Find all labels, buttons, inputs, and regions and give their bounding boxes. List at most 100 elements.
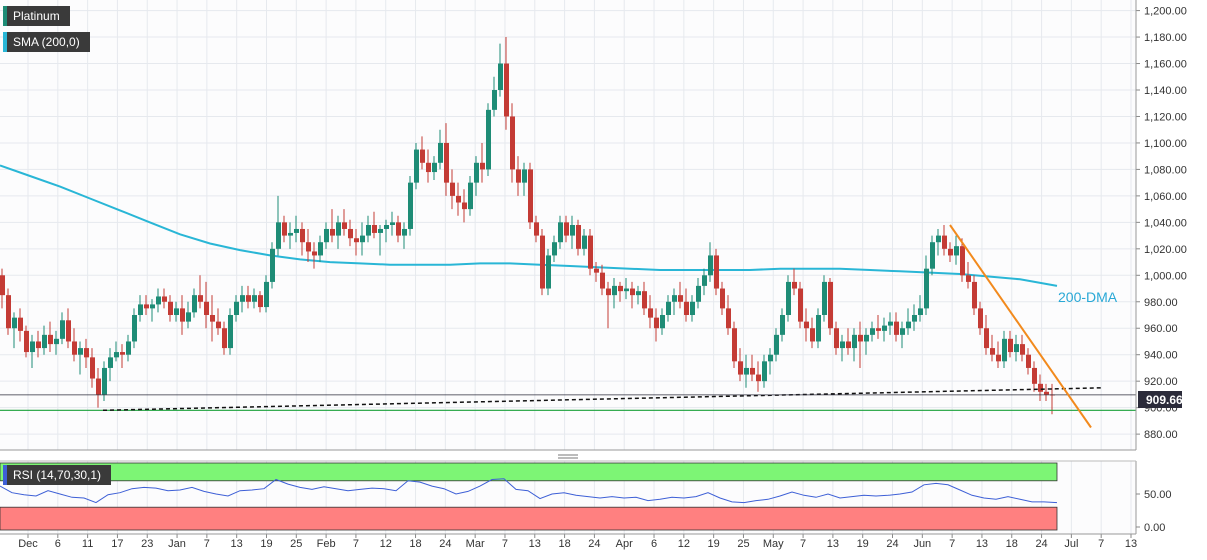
candle-body-19 [114,352,119,358]
candle-100 [600,264,605,296]
candle-0 [0,268,5,309]
candle-131 [786,275,791,322]
xtick-label-22: 12 [678,538,690,550]
candle-71 [426,149,431,183]
candle-body-61 [366,225,371,236]
legend-sma[interactable]: SMA (200,0) [3,32,90,52]
current-price-label: 909.66 [1138,391,1183,408]
candle-body-145 [870,328,875,335]
candle-86 [516,156,521,196]
candle-body-41 [246,295,251,302]
candle-9 [54,330,59,355]
trend-lines [0,224,1136,429]
candle-138 [828,277,833,335]
candle-65 [390,211,395,236]
candle-155 [930,235,935,276]
candle-101 [606,281,611,329]
xtick-label-28: 19 [857,538,869,550]
candle-31 [186,301,191,329]
candle-body-40 [240,295,245,302]
candle-body-47 [282,222,287,236]
candle-60 [360,222,365,256]
rsi-overbought-zone [0,462,1058,482]
candle-body-157 [942,235,947,249]
xtick-label-20: Apr [616,538,633,550]
xtick-label-4: 23 [141,538,153,550]
candle-55 [330,209,335,243]
candle-body-75 [450,182,455,196]
candle-174 [1044,383,1049,402]
candle-39 [234,295,239,322]
legend-instrument[interactable]: Platinum [3,6,70,26]
candle-body-77 [462,202,467,210]
candle-body-92 [552,242,557,256]
ytick-label-14: 1,160.00 [1144,59,1187,71]
candle-body-34 [204,301,209,315]
candle-body-88 [528,169,533,223]
candle-body-42 [252,295,257,302]
candle-body-165 [990,348,995,355]
xtick-label-0: Dec [18,538,38,550]
candle-15 [90,348,95,388]
candle-body-153 [918,308,923,315]
candle-body-89 [534,222,539,236]
sma-200-line [0,164,1058,287]
candle-body-108 [648,308,653,318]
candle-body-45 [270,248,275,282]
ytick-label-4: 960.00 [1144,323,1178,335]
candle-106 [636,285,641,305]
candle-body-21 [126,341,131,355]
candle-26 [156,288,161,313]
candle-body-80 [480,162,485,170]
ytick-label-7: 1,020.00 [1144,244,1187,256]
candle-51 [306,228,311,263]
candle-156 [936,228,941,256]
candle-body-84 [504,63,509,117]
legend-rsi[interactable]: RSI (14,70,30,1) [3,465,112,485]
candle-169 [1014,334,1019,362]
xtick-label-17: 13 [529,538,541,550]
ytick-label-9: 1,060.00 [1144,191,1187,203]
candle-body-0 [0,275,5,296]
candle-body-154 [924,268,929,309]
candle-body-166 [996,354,1001,362]
candle-12 [72,328,77,362]
candle-body-24 [144,304,149,309]
candle-144 [864,328,869,355]
xtick-label-35: Jul [1064,538,1078,550]
candle-17 [102,361,107,402]
candle-146 [876,315,881,339]
ytick-label-12: 1,120.00 [1144,111,1187,123]
candle-27 [162,288,167,309]
candle-body-146 [876,328,881,331]
sma-swatch [3,32,7,52]
candle-128 [768,348,773,375]
candle-body-169 [1014,344,1019,353]
candle-97 [582,228,587,256]
rsi-polyline [0,478,1058,504]
candle-173 [1038,374,1043,402]
candle-38 [228,308,233,355]
panel-splitter[interactable] [558,454,578,459]
xtick-label-3: 17 [111,538,123,550]
xtick-label-14: 24 [439,538,451,550]
candle-body-133 [798,288,803,322]
candle-body-164 [984,328,989,349]
candle-154 [924,255,929,315]
candle-111 [666,295,671,322]
candle-24 [144,295,149,315]
candle-6 [36,330,41,358]
candle-20 [120,344,125,368]
candle-body-158 [948,248,953,256]
candle-body-91 [546,255,551,289]
candle-body-111 [666,301,671,315]
rsi-tick-label-0: 0.00 [1144,522,1165,534]
candle-96 [576,219,581,256]
candle-body-63 [378,228,383,233]
candle-body-142 [852,334,857,349]
candle-37 [222,321,227,355]
candle-body-150 [900,328,905,335]
candle-25 [150,299,155,322]
